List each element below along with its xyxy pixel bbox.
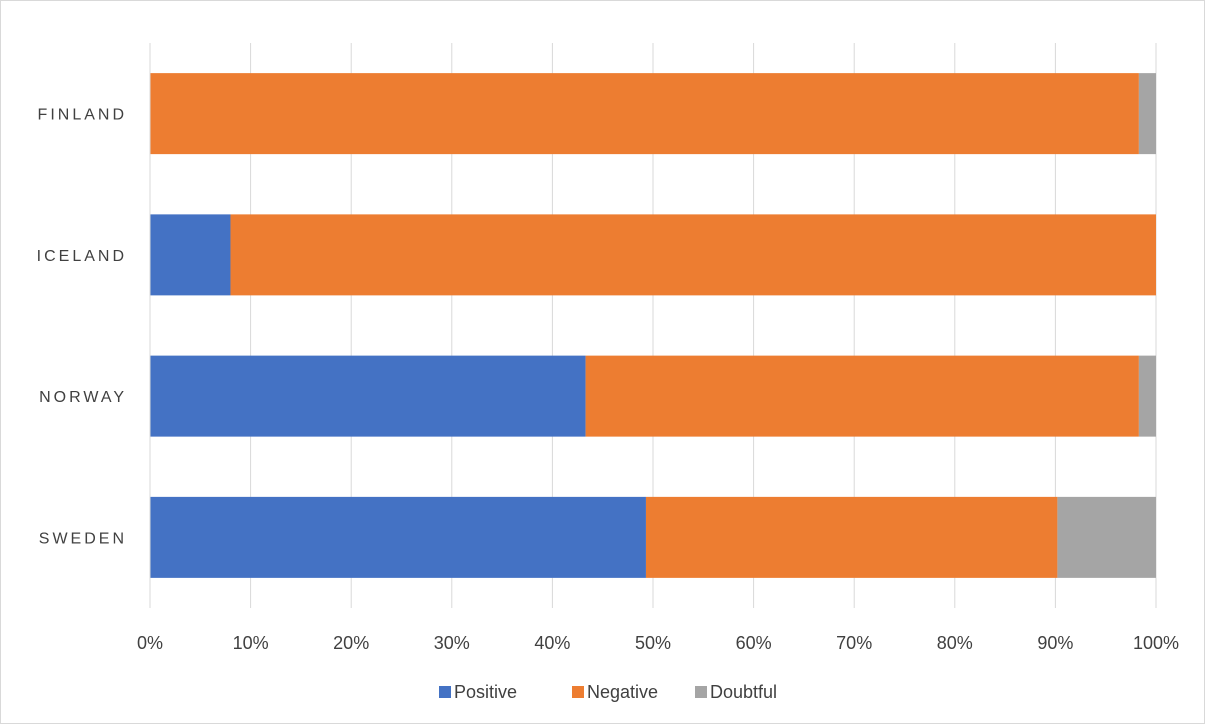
category-label: NORWAY [39,389,127,406]
legend-swatch-positive [439,686,451,698]
bar-positive-sweden [150,496,646,578]
x-tick-label: 0% [137,633,163,653]
bar-negative-sweden [645,496,1058,578]
x-tick-label: 90% [1037,633,1073,653]
x-tick-label: 60% [736,633,772,653]
bar-negative-norway [585,355,1139,437]
legend-swatch-negative [572,686,584,698]
legend-label-positive: Positive [454,682,517,702]
category-label: SWEDEN [39,530,127,547]
legend-label-doubtful: Doubtful [710,682,777,702]
bars [150,73,1157,578]
labels: 0% 10% 20% 30% 40% 50% 60% 70% 80% 90% 100% FINLAND… [37,107,1179,653]
bar-doubtful-finland [1138,73,1156,155]
bar-positive-norway [150,355,586,437]
x-tick-label: 20% [333,633,369,653]
x-tick-label: 30% [434,633,470,653]
bar-doubtful-norway [1138,355,1156,437]
x-tick-label: 10% [233,633,269,653]
bar-negative-iceland [230,214,1157,296]
x-tick-label: 70% [836,633,872,653]
legend-swatch-doubtful [695,686,707,698]
category-label: FINLAND [38,107,127,124]
bar-doubtful-sweden [1057,496,1156,578]
x-tick-label: 100% [1133,633,1179,653]
x-tick-label: 80% [937,633,973,653]
legend-label-negative: Negative [587,682,658,702]
legend: Positive Negative Doubtful [439,682,777,702]
x-tick-label: 50% [635,633,671,653]
bar-positive-iceland [150,214,231,296]
bar-negative-finland [150,73,1139,155]
x-tick-label: 40% [534,633,570,653]
category-label: ICELAND [37,248,127,265]
